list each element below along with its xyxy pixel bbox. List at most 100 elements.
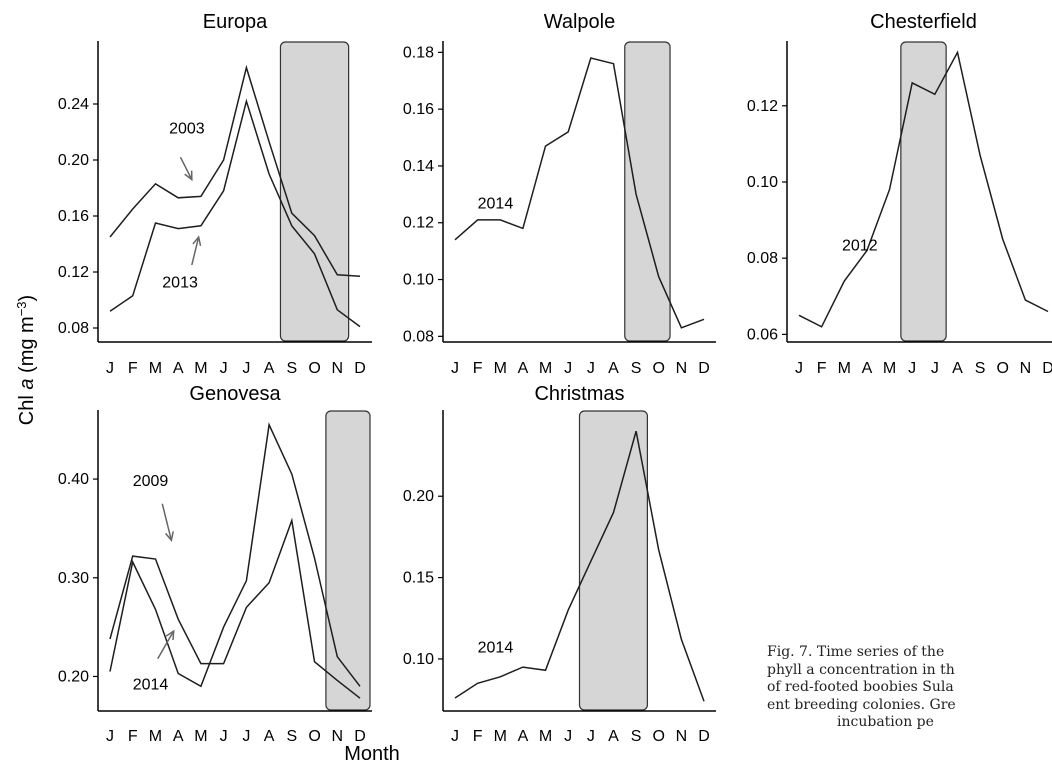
series-year-label: 2014 — [478, 639, 514, 656]
shaded-period-band — [578, 410, 649, 711]
arrow-icon — [157, 630, 175, 660]
x-tick-label: S — [631, 360, 642, 377]
x-tick-label: M — [149, 728, 162, 745]
x-axis-label: Month — [344, 743, 400, 765]
x-tick-label: S — [286, 728, 297, 745]
x-tick-label: A — [264, 728, 275, 745]
y-tick-label: 0.06 — [747, 326, 778, 343]
caption-line: ent breeding colonies. Gre — [767, 696, 956, 713]
x-tick-label: J — [220, 728, 228, 745]
panel-title: Walpole — [544, 11, 616, 33]
panel-chesterfield: 0.060.080.100.12J F M A M J J A S O N DChesterfield… — [747, 11, 1052, 377]
x-tick-label: J — [564, 360, 572, 377]
x-tick-label: D — [1042, 360, 1052, 377]
y-tick-label: 0.20 — [58, 152, 89, 169]
shaded-period-band — [279, 41, 350, 342]
shaded-period-band — [624, 41, 671, 342]
panel-title: Europa — [203, 11, 268, 33]
series-line-2014 — [109, 422, 361, 688]
arrow-head-icon — [184, 170, 193, 182]
x-tick-label: A — [862, 360, 873, 377]
x-tick-label: M — [194, 360, 207, 377]
shaded-period-band — [325, 410, 371, 711]
x-tick-label: J — [451, 360, 459, 377]
x-tick-label: A — [264, 360, 275, 377]
y-tick-label: 0.24 — [58, 96, 89, 113]
arrow-head-icon — [165, 531, 174, 542]
x-tick-label: N — [1020, 360, 1032, 377]
x-tick-label: F — [128, 360, 138, 377]
x-tick-label: J — [106, 360, 114, 377]
x-tick-label: J — [451, 728, 459, 745]
x-tick-label: O — [653, 728, 665, 745]
series-line-2014 — [454, 57, 705, 329]
x-tick-label: A — [173, 360, 184, 377]
x-tick-label: J — [242, 728, 250, 745]
x-tick-label: A — [952, 360, 963, 377]
x-tick-label: M — [194, 728, 207, 745]
arrow-head-icon — [192, 235, 202, 246]
x-tick-label: O — [308, 728, 320, 745]
panel-europa: 0.080.120.160.200.24J F M A M J J A S O N DEuropa20… — [58, 11, 372, 377]
series-year-label: 2013 — [162, 274, 198, 291]
x-tick-label: M — [494, 360, 507, 377]
caption-line: incubation pe — [837, 714, 934, 730]
y-tick-label: 0.08 — [58, 320, 89, 337]
series-line-2003 — [109, 64, 361, 277]
series-year-label: 2003 — [169, 120, 205, 137]
panel-title: Genovesa — [189, 383, 281, 405]
series-line-2013 — [109, 98, 361, 328]
x-tick-label: A — [173, 728, 184, 745]
x-tick-label: N — [676, 728, 688, 745]
y-tick-label: 0.08 — [747, 250, 778, 267]
series-year-label: 2009 — [133, 473, 169, 490]
x-tick-label: D — [354, 360, 366, 377]
arrow-icon — [191, 236, 200, 266]
y-tick-label: 0.16 — [58, 208, 89, 225]
panel-title: Christmas — [534, 383, 624, 405]
x-tick-label: J — [220, 360, 228, 377]
panel-title: Chesterfield — [870, 11, 977, 33]
x-tick-label: D — [354, 728, 366, 745]
x-tick-label: S — [975, 360, 986, 377]
series-year-label: 2012 — [842, 238, 878, 255]
y-tick-label: 0.10 — [403, 272, 434, 289]
x-tick-label: O — [308, 360, 320, 377]
series-year-label: 2014 — [478, 196, 514, 213]
x-tick-label: D — [698, 728, 710, 745]
y-tick-label: 0.30 — [58, 570, 89, 587]
figure-caption: Fig. 7. Time series of the phyll a concen… — [767, 644, 1052, 732]
shaded-period-band — [900, 41, 947, 342]
x-tick-label: F — [473, 360, 483, 377]
x-tick-label: N — [331, 360, 343, 377]
x-tick-label: M — [838, 360, 851, 377]
x-tick-label: M — [539, 728, 552, 745]
arrow-icon — [161, 503, 173, 541]
series-year-label: 2014 — [133, 676, 169, 693]
caption-line: of red-footed boobies Sula — [767, 679, 954, 695]
arrow-icon — [179, 156, 193, 180]
x-tick-label: A — [608, 728, 619, 745]
y-tick-label: 0.40 — [58, 471, 89, 488]
y-tick-label: 0.14 — [403, 158, 434, 175]
x-tick-label: J — [587, 728, 595, 745]
x-tick-label: M — [149, 360, 162, 377]
panel-walpole: 0.080.100.120.140.160.18J F M A M J J A S O N DWalp… — [403, 11, 716, 377]
y-tick-label: 0.16 — [403, 101, 434, 118]
x-tick-label: J — [242, 360, 250, 377]
x-tick-label: M — [883, 360, 896, 377]
x-tick-label: J — [908, 360, 916, 377]
x-tick-label: O — [653, 360, 665, 377]
arrow-head-icon — [165, 629, 175, 641]
y-tick-label: 0.20 — [58, 668, 89, 685]
x-tick-label: J — [564, 728, 572, 745]
x-tick-label: F — [128, 728, 138, 745]
x-tick-label: N — [331, 728, 343, 745]
series-line-2009 — [109, 517, 361, 699]
x-tick-label: A — [518, 728, 529, 745]
series-line-2012 — [798, 50, 1049, 328]
y-tick-label: 0.10 — [403, 651, 434, 668]
